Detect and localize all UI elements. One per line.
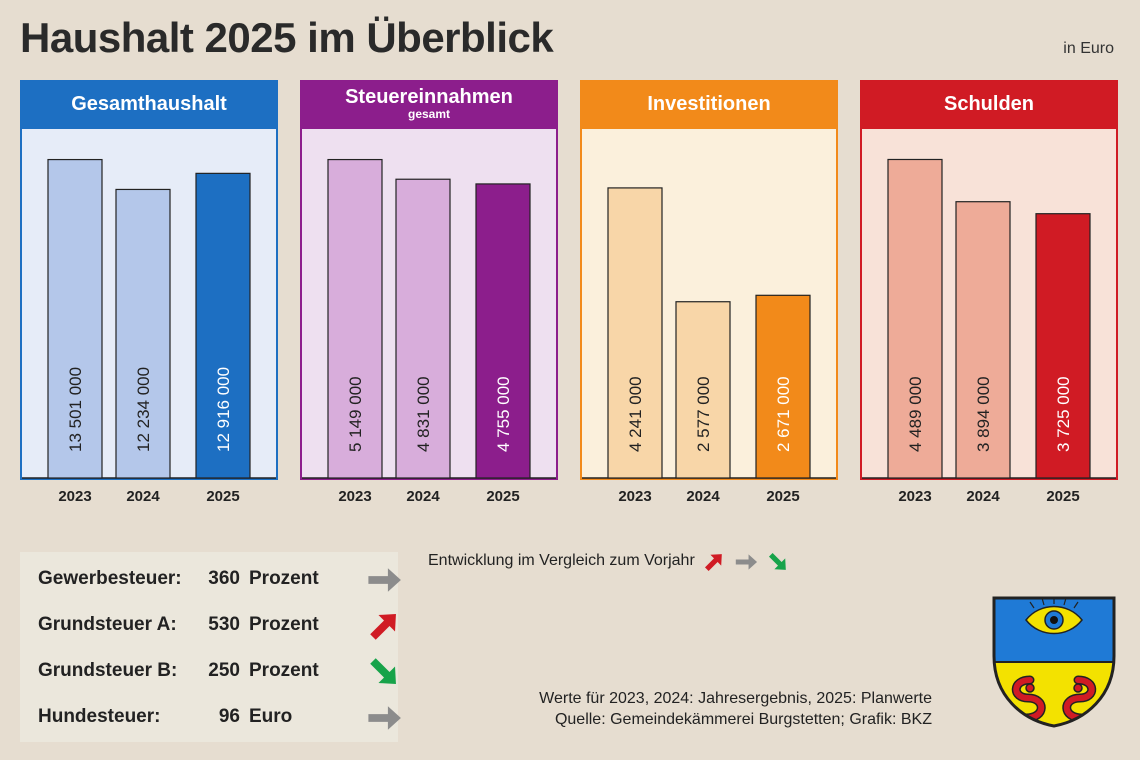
- bar-chart: 4 241 000 2 577 000 2 671 000: [582, 187, 836, 479]
- chart-panel-schulden: Schulden 4 489 000 3 894 000 3 725 000: [860, 80, 1118, 480]
- bar-value-label: 12 234 000: [134, 367, 153, 452]
- footnote: Werte für 2023, 2024: Jahresergebnis, 20…: [539, 688, 932, 730]
- bar-value-label: 2 577 000: [694, 376, 713, 452]
- bar-value-label: 3 894 000: [974, 376, 993, 452]
- legend-text: Entwicklung im Vergleich zum Vorjahr: [428, 552, 695, 569]
- arrow-same-icon: [368, 706, 401, 730]
- tax-unit: Prozent: [249, 660, 319, 681]
- bar-value-label: 2 671 000: [774, 376, 793, 452]
- tax-row: Hundesteuer: 96 Euro: [38, 702, 401, 732]
- arrow-down-icon: [768, 552, 786, 570]
- chart-panel-gesamthaushalt: Gesamthaushalt 13 501 000 12 234 000 12 91…: [20, 80, 278, 480]
- trend-arrow-icon: [370, 658, 396, 684]
- panel-title: Steuereinnahmen: [345, 86, 513, 108]
- tax-row: Grundsteuer A: 530 Prozent: [38, 610, 396, 640]
- year-label: 2023: [58, 488, 92, 505]
- trend-arrow-icon: [368, 706, 401, 730]
- page-title: Haushalt 2025 im Überblick: [20, 14, 554, 61]
- coat-of-arms-icon: [992, 596, 1116, 728]
- arrow-up-icon: [370, 614, 396, 640]
- bar-2024: [115, 188, 171, 479]
- bar-chart: 4 489 000 3 894 000 3 725 000: [862, 158, 1116, 479]
- tax-unit: Prozent: [249, 614, 319, 635]
- bar-value-label: 4 831 000: [414, 376, 433, 452]
- footnote-line: Werte für 2023, 2024: Jahresergebnis, 20…: [539, 690, 932, 707]
- arrow-up-icon: [704, 554, 722, 572]
- tax-value: 96: [218, 706, 240, 727]
- arrow-down-icon: [370, 658, 396, 684]
- tax-unit: Euro: [249, 706, 293, 727]
- bar-2025: [475, 183, 531, 479]
- year-label: 2024: [406, 488, 440, 505]
- tax-value: 250: [208, 660, 240, 681]
- bar-value-label: 4 489 000: [906, 376, 925, 452]
- bar-2025: [195, 172, 251, 479]
- year-label: 2023: [338, 488, 372, 505]
- year-label: 2024: [686, 488, 720, 505]
- tax-row: Gewerbesteuer: 360 Prozent: [38, 564, 401, 594]
- bar-2024: [955, 201, 1011, 479]
- bar-value-label: 4 241 000: [626, 376, 645, 452]
- bar-2023: [47, 158, 103, 479]
- trend-arrow-icon: [370, 614, 396, 640]
- unit-note: in Euro: [1063, 40, 1114, 57]
- panel-header: Gesamthaushalt: [22, 82, 276, 129]
- trend-arrow-icon: [368, 568, 401, 592]
- year-label: 2023: [898, 488, 932, 505]
- panel-title: Schulden: [943, 93, 1034, 115]
- bar-value-label: 13 501 000: [66, 367, 85, 452]
- year-label: 2023: [618, 488, 652, 505]
- year-label: 2025: [486, 488, 520, 505]
- bar-2023: [327, 158, 383, 479]
- panel-header: Steuereinnahmen gesamt: [302, 82, 556, 129]
- chart-panel-investitionen: Investitionen 4 241 000 2 577 000 2 671 00…: [580, 80, 838, 480]
- bar-2025: [755, 294, 811, 479]
- year-label: 2025: [766, 488, 800, 505]
- year-label: 2024: [126, 488, 160, 505]
- panel-title: Gesamthaushalt: [71, 93, 227, 115]
- bar-2023: [887, 158, 943, 479]
- tax-unit: Prozent: [249, 568, 319, 589]
- tax-rates-box: Gewerbesteuer: 360 Prozent Grundsteuer A…: [20, 552, 401, 742]
- bar-value-label: 5 149 000: [346, 376, 365, 452]
- bar-chart: 5 149 000 4 831 000 4 755 000: [302, 158, 556, 479]
- tax-value: 530: [208, 614, 240, 635]
- bar-2025: [1035, 213, 1091, 479]
- chart-panel-steuereinnahmen: Steuereinnahmen gesamt 5 149 000 4 831 00…: [300, 80, 558, 480]
- tax-name: Grundsteuer A:: [38, 614, 177, 635]
- bar-value-label: 3 725 000: [1054, 376, 1073, 452]
- tax-name: Gewerbesteuer:: [38, 568, 182, 589]
- tax-name: Hundesteuer:: [38, 706, 161, 727]
- year-label: 2024: [966, 488, 1000, 505]
- panel-header: Investitionen: [582, 82, 836, 129]
- panel-subtitle: gesamt: [407, 107, 451, 121]
- arrow-right-icon: [735, 554, 758, 570]
- bar-2023: [607, 187, 663, 479]
- year-label: 2025: [206, 488, 240, 505]
- bar-2024: [675, 301, 731, 479]
- footnote-line: Quelle: Gemeindekämmerei Burgstetten; Gr…: [554, 711, 932, 728]
- panel-title: Investitionen: [647, 93, 771, 115]
- bar-value-label: 4 755 000: [494, 376, 513, 452]
- bar-value-label: 12 916 000: [214, 367, 233, 452]
- tax-name: Grundsteuer B:: [38, 660, 178, 681]
- arrow-same-icon: [368, 568, 401, 592]
- bar-chart: 13 501 000 12 234 000 12 916 000: [22, 158, 276, 479]
- bar-2024: [395, 178, 451, 479]
- tax-row: Grundsteuer B: 250 Prozent: [38, 656, 396, 686]
- tax-value: 360: [208, 568, 240, 589]
- legend-arrows: [704, 552, 786, 572]
- year-label: 2025: [1046, 488, 1080, 505]
- panel-header: Schulden: [862, 82, 1116, 129]
